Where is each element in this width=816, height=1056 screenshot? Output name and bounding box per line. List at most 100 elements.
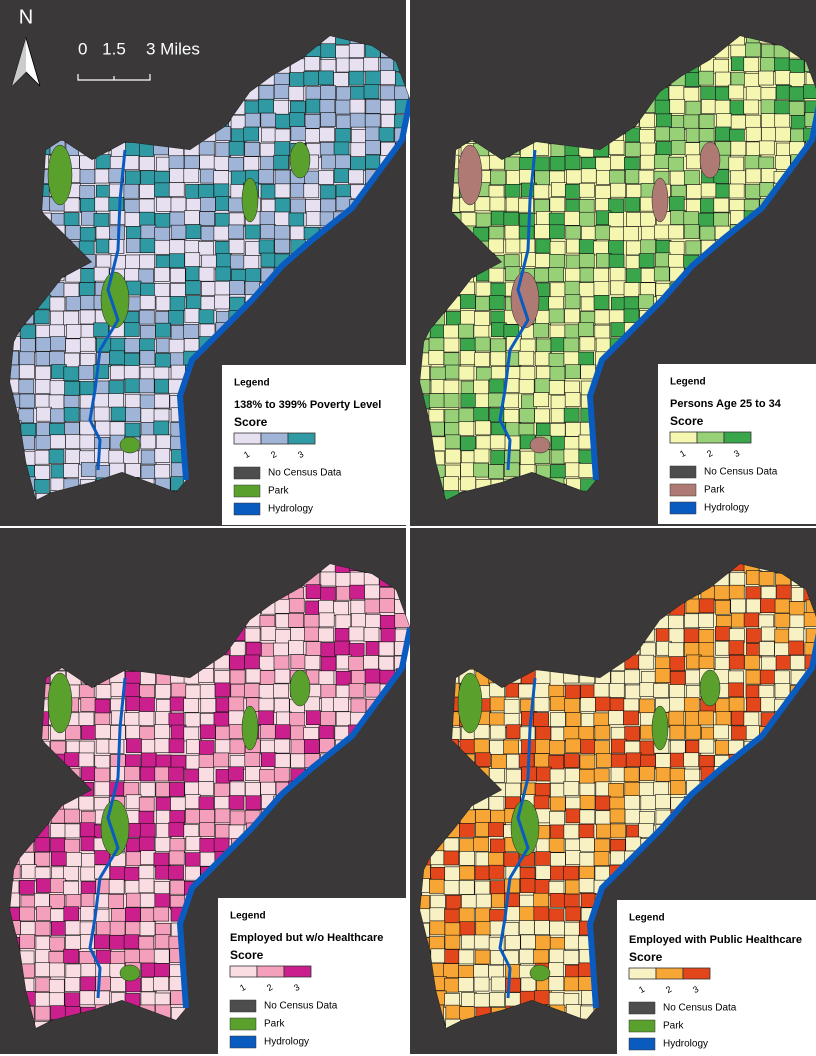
tract xyxy=(154,213,171,228)
legend-item-label: Hydrology xyxy=(704,503,749,514)
tract xyxy=(443,337,460,353)
tract xyxy=(503,921,520,937)
tract xyxy=(534,683,550,698)
tract xyxy=(244,752,261,767)
tract xyxy=(488,796,505,811)
tract xyxy=(153,949,170,964)
tract xyxy=(698,710,714,726)
tract xyxy=(80,295,96,310)
tract xyxy=(578,823,595,839)
tract xyxy=(65,963,82,979)
tract xyxy=(698,642,715,657)
tract xyxy=(668,254,685,269)
tract xyxy=(564,294,581,310)
tract xyxy=(139,697,155,712)
tract xyxy=(199,154,215,170)
tract xyxy=(683,211,700,227)
tract xyxy=(610,823,626,839)
tract xyxy=(488,864,505,880)
tract xyxy=(19,364,35,380)
tract xyxy=(533,392,549,407)
tract xyxy=(774,670,790,686)
tract xyxy=(63,406,80,422)
tract xyxy=(473,379,489,395)
tract xyxy=(713,724,729,740)
tract xyxy=(154,239,171,255)
tract xyxy=(473,993,490,1008)
tract xyxy=(728,640,745,655)
tract xyxy=(154,963,170,978)
tract xyxy=(153,852,170,868)
tract xyxy=(125,837,142,853)
tract xyxy=(273,84,290,99)
tract xyxy=(491,754,507,769)
tract xyxy=(215,253,232,268)
class-swatch xyxy=(283,965,312,978)
tract xyxy=(379,615,396,630)
tract xyxy=(683,224,700,239)
tract xyxy=(169,168,185,183)
tract xyxy=(669,671,686,686)
tract xyxy=(49,296,66,312)
tract xyxy=(154,893,171,909)
tract xyxy=(334,628,351,643)
tract xyxy=(760,113,777,128)
tract xyxy=(228,157,244,172)
tract xyxy=(790,115,807,130)
tract xyxy=(550,394,567,410)
tract xyxy=(169,239,185,255)
tract xyxy=(684,72,701,87)
tract xyxy=(64,380,80,396)
legend-item-label: Park xyxy=(268,486,290,497)
tract xyxy=(639,682,656,697)
tract xyxy=(64,823,81,839)
tract xyxy=(548,267,564,282)
tract xyxy=(80,836,97,852)
tract xyxy=(564,308,580,324)
tract xyxy=(458,880,475,895)
tract xyxy=(198,266,215,282)
scale-bar: 0 1.5 3 Miles xyxy=(77,39,200,81)
tract xyxy=(348,169,364,185)
tract xyxy=(351,670,367,685)
tract xyxy=(168,850,185,866)
tract xyxy=(290,753,306,769)
tract xyxy=(579,336,596,352)
tract xyxy=(774,642,790,658)
tract xyxy=(565,422,581,437)
tract xyxy=(214,796,230,811)
tract xyxy=(578,865,595,881)
tract xyxy=(49,351,65,366)
tract xyxy=(289,72,305,87)
tract xyxy=(668,628,685,644)
tract xyxy=(51,851,67,867)
tract xyxy=(594,324,611,340)
tract xyxy=(290,126,307,141)
tract xyxy=(655,753,671,768)
tract xyxy=(139,295,156,310)
tract xyxy=(536,365,552,381)
tract xyxy=(363,627,380,642)
tract xyxy=(640,211,656,227)
tract xyxy=(168,182,185,197)
tract xyxy=(125,142,141,157)
tract xyxy=(64,838,80,854)
tract xyxy=(258,98,274,114)
tract xyxy=(745,86,762,101)
class-label: 3 xyxy=(732,448,741,459)
tract xyxy=(51,921,67,936)
tract xyxy=(139,766,156,782)
scale-label: 1.5 xyxy=(102,39,126,58)
tract xyxy=(49,434,66,450)
tract xyxy=(563,211,580,226)
tract xyxy=(459,838,475,854)
tract xyxy=(35,935,52,951)
tract xyxy=(655,239,672,255)
class-swatch xyxy=(655,967,684,980)
tract xyxy=(623,226,639,242)
class-label: 3 xyxy=(292,982,301,993)
tract xyxy=(124,949,141,964)
tract xyxy=(458,323,474,339)
tract xyxy=(475,907,491,923)
tract xyxy=(761,656,777,672)
